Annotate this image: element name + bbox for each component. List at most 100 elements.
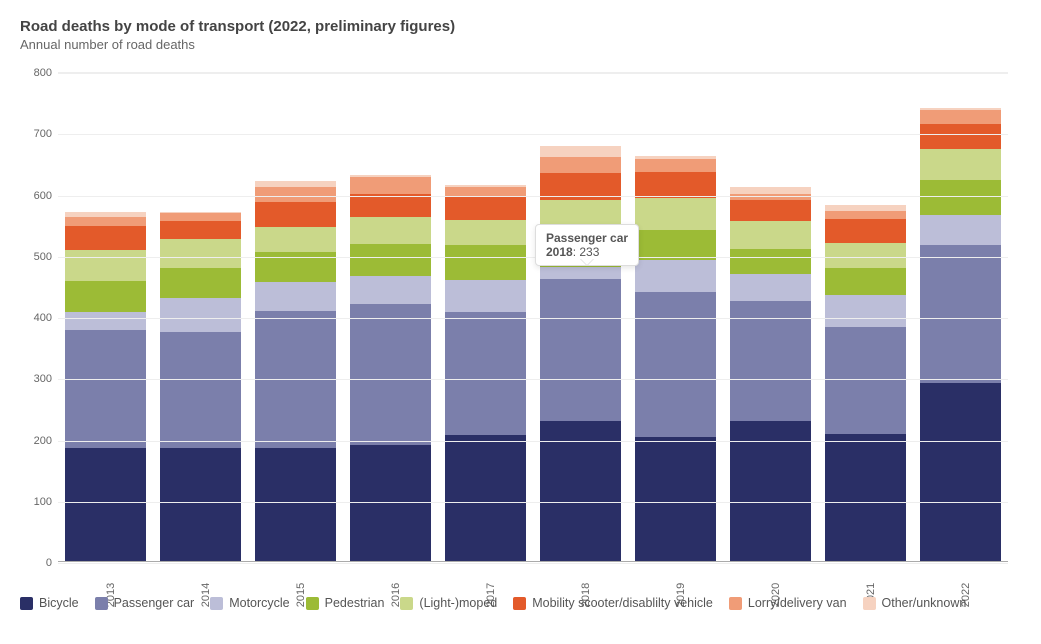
bar-segment-pedestrian[interactable] [65, 281, 147, 312]
bar-segment-other[interactable] [160, 212, 242, 213]
bar-segment-moped[interactable] [65, 250, 147, 281]
bar-segment-bicycle[interactable] [540, 421, 622, 561]
bar-segment-bicycle[interactable] [825, 434, 907, 561]
bar-segment-other[interactable] [540, 146, 622, 157]
bar-segment-lorry[interactable] [825, 211, 907, 219]
grid-line [58, 196, 1008, 197]
bar-segment-moped[interactable] [730, 221, 812, 249]
bar-segment-pedestrian[interactable] [445, 245, 527, 281]
bar-segment-bicycle[interactable] [160, 448, 242, 561]
bar-segment-mobility[interactable] [65, 226, 147, 250]
bar-segment-bicycle[interactable] [255, 448, 337, 561]
bar-segment-moped[interactable] [160, 239, 242, 268]
legend-item-other[interactable]: Other/unknown [863, 596, 967, 610]
bar-segment-passenger[interactable] [160, 332, 242, 448]
legend-item-passenger[interactable]: Passenger car [95, 596, 195, 610]
y-axis-label: 300 [22, 373, 52, 385]
bar-segment-mobility[interactable] [825, 219, 907, 243]
bar-segment-motor[interactable] [730, 274, 812, 301]
bar-segment-motor[interactable] [255, 282, 337, 311]
bar-segment-pedestrian[interactable] [635, 230, 717, 260]
bar-segment-motor[interactable] [65, 312, 147, 330]
bar-group[interactable]: 2013 [65, 71, 147, 561]
grid-line [58, 441, 1008, 442]
legend-item-bicycle[interactable]: Bicycle [20, 596, 79, 610]
bar-segment-lorry[interactable] [635, 159, 717, 172]
legend-label: Lorry/delivery van [748, 596, 847, 610]
bar-segment-lorry[interactable] [540, 157, 622, 173]
legend: Bicycle Passenger car Motorcycle Pedestrian… [20, 596, 1020, 610]
bar-segment-motor[interactable] [635, 260, 717, 292]
bar-segment-lorry[interactable] [160, 213, 242, 221]
bar-segment-mobility[interactable] [635, 172, 717, 198]
bar-segment-pedestrian[interactable] [920, 180, 1002, 215]
bar-segment-bicycle[interactable] [445, 435, 527, 561]
bar-segment-mobility[interactable] [730, 200, 812, 221]
bar-segment-bicycle[interactable] [350, 445, 432, 561]
bar-segment-moped[interactable] [445, 220, 527, 245]
bar-group[interactable]: 2017 [445, 71, 527, 561]
bar-group[interactable]: 2016 [350, 71, 432, 561]
chart-container: Road deaths by mode of transport (2022, … [0, 0, 1041, 644]
bar-group[interactable]: 2019 [635, 71, 717, 561]
bar-segment-other[interactable] [730, 187, 812, 193]
bar-segment-motor[interactable] [160, 298, 242, 332]
legend-label: Passenger car [114, 596, 195, 610]
bar-segment-moped[interactable] [920, 149, 1002, 180]
legend-item-moped[interactable]: (Light-)moped [400, 596, 497, 610]
bar-segment-bicycle[interactable] [635, 437, 717, 561]
bar-group[interactable]: 2020 [730, 71, 812, 561]
tooltip: Passenger car 2018: 233 [535, 224, 639, 266]
bar-group[interactable]: 2015 [255, 71, 337, 561]
bar-segment-lorry[interactable] [920, 110, 1002, 124]
bar-segment-pedestrian[interactable] [730, 249, 812, 274]
bar-group[interactable]: 2022 [920, 71, 1002, 561]
legend-item-mobility[interactable]: Mobility scooter/disablilty vehicle [513, 596, 713, 610]
bar-segment-pedestrian[interactable] [350, 244, 432, 275]
bar-segment-moped[interactable] [255, 227, 337, 252]
bar-segment-motor[interactable] [825, 295, 907, 327]
bar-segment-passenger[interactable] [825, 327, 907, 434]
bar-segment-passenger[interactable] [65, 330, 147, 448]
bar-group[interactable]: 2021 [825, 71, 907, 561]
bar-group[interactable]: 2014 [160, 71, 242, 561]
bar-segment-mobility[interactable] [350, 194, 432, 217]
bar-segment-bicycle[interactable] [65, 448, 147, 561]
bar-segment-passenger[interactable] [540, 279, 622, 422]
bar-segment-pedestrian[interactable] [825, 268, 907, 295]
bar-segment-moped[interactable] [350, 217, 432, 244]
bar-group[interactable]: 2018 [540, 71, 622, 561]
bar-segment-passenger[interactable] [635, 292, 717, 437]
bar-segment-bicycle[interactable] [920, 383, 1002, 561]
bar-segment-moped[interactable] [825, 243, 907, 269]
bar-segment-passenger[interactable] [920, 245, 1002, 383]
bar-segment-mobility[interactable] [255, 202, 337, 227]
bar-segment-passenger[interactable] [350, 304, 432, 445]
bar-segment-moped[interactable] [635, 198, 717, 230]
bar-segment-lorry[interactable] [65, 217, 147, 226]
bar-segment-lorry[interactable] [350, 177, 432, 194]
bar-segment-bicycle[interactable] [730, 421, 812, 561]
tooltip-value: 233 [579, 245, 599, 259]
bar-segment-pedestrian[interactable] [160, 268, 242, 298]
bar-segment-other[interactable] [350, 175, 432, 177]
bar-segment-mobility[interactable] [445, 197, 527, 220]
bar-segment-motor[interactable] [920, 215, 1002, 245]
bar-segment-other[interactable] [635, 156, 717, 158]
bar-segment-mobility[interactable] [920, 124, 1002, 149]
bar-segment-other[interactable] [255, 181, 337, 187]
bar-segment-passenger[interactable] [730, 301, 812, 420]
bar-segment-other[interactable] [445, 185, 527, 187]
bar-segment-motor[interactable] [350, 276, 432, 304]
grid-line [58, 502, 1008, 503]
legend-item-pedestrian[interactable]: Pedestrian [306, 596, 385, 610]
bar-segment-other[interactable] [825, 205, 907, 211]
legend-item-lorry[interactable]: Lorry/delivery van [729, 596, 847, 610]
bar-segment-other[interactable] [65, 212, 147, 218]
bar-segment-other[interactable] [920, 108, 1002, 110]
bar-segment-passenger[interactable] [445, 312, 527, 435]
bar-segment-mobility[interactable] [160, 221, 242, 239]
bar-segment-motor[interactable] [445, 280, 527, 311]
legend-label: Bicycle [39, 596, 79, 610]
legend-item-motor[interactable]: Motorcycle [210, 596, 289, 610]
